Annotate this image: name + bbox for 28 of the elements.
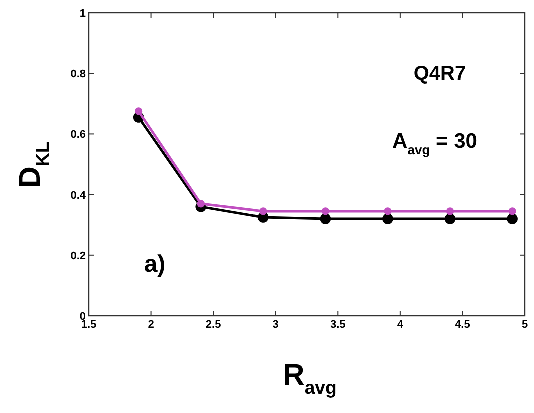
y-tick-label: 0.8 [70, 68, 86, 81]
y-tick-label: 0.2 [70, 250, 86, 262]
x-tick-label: 2 [148, 319, 154, 331]
x-tick-label: 4 [397, 319, 404, 331]
x-tick-label: 2.5 [206, 319, 222, 331]
point [446, 208, 454, 216]
annotation: a) [144, 251, 166, 278]
point [260, 208, 268, 216]
annotation: Q4R7 [414, 63, 466, 85]
point [384, 208, 392, 216]
point [508, 208, 516, 216]
x-tick-label: 3 [272, 319, 279, 331]
y-tick-label: 0.6 [70, 129, 86, 142]
y-tick-label: 1 [80, 8, 86, 20]
point [322, 208, 330, 216]
y-tick-label: 0.4 [70, 190, 87, 202]
x-tick-label: 4.5 [455, 319, 470, 331]
point [197, 200, 205, 208]
x-tick-label: 3.5 [330, 319, 346, 331]
x-axis-title: R$_{avg}$ [283, 359, 337, 398]
point [444, 214, 456, 224]
x-tick-label: 1.5 [81, 319, 97, 331]
point [135, 108, 143, 116]
annotation: A$_{avg}$ = 30 [392, 130, 478, 158]
point [507, 214, 518, 224]
point [320, 214, 332, 224]
point [382, 214, 394, 224]
x-tick-label: 5 [522, 319, 528, 331]
